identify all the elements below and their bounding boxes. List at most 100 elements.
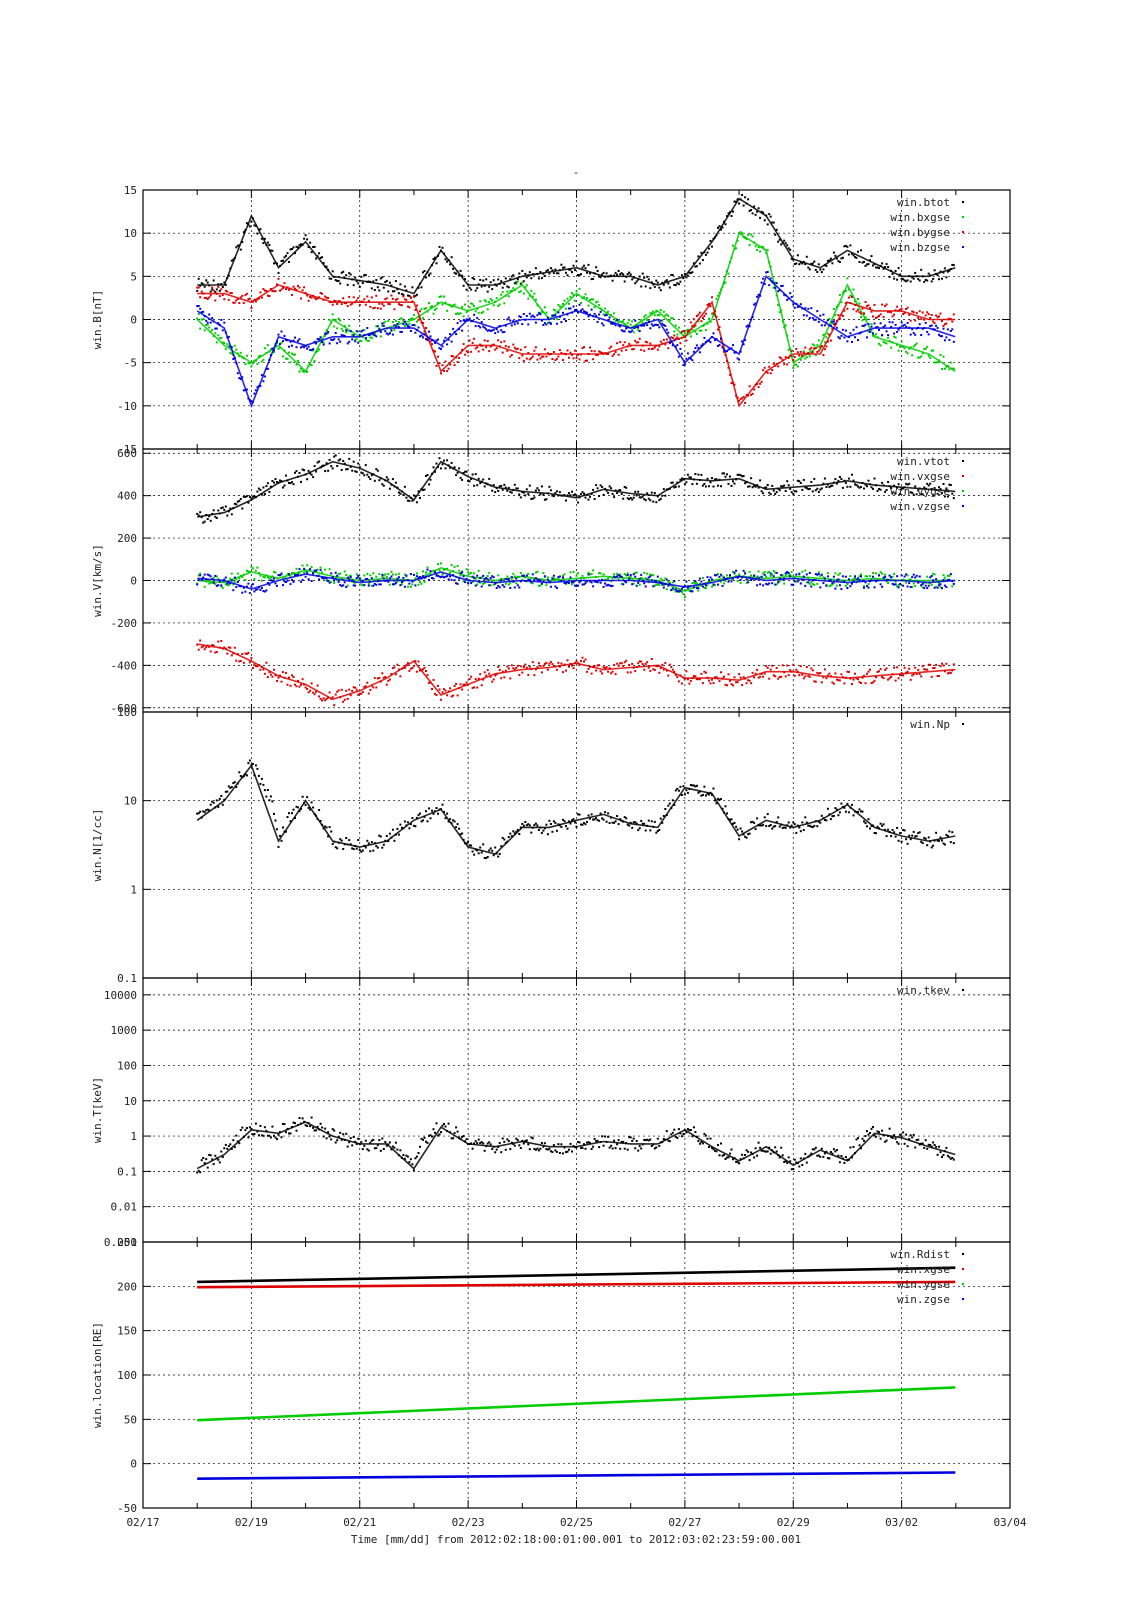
data-point xyxy=(835,579,838,582)
data-point xyxy=(328,691,331,694)
data-point xyxy=(528,665,531,668)
data-point xyxy=(262,590,265,593)
data-point xyxy=(796,351,799,354)
data-point xyxy=(698,351,701,354)
data-point xyxy=(795,573,798,576)
data-point xyxy=(762,211,765,214)
data-point xyxy=(269,354,272,357)
data-point xyxy=(360,692,363,695)
data-point xyxy=(718,575,721,578)
data-point xyxy=(370,474,373,477)
data-point xyxy=(942,664,945,667)
data-point xyxy=(339,340,342,343)
data-point xyxy=(623,661,626,664)
data-point xyxy=(351,847,354,850)
data-point xyxy=(589,817,591,820)
data-point xyxy=(739,198,742,201)
legend-marker xyxy=(962,201,964,203)
data-point xyxy=(411,324,414,327)
data-point xyxy=(772,575,775,578)
data-point xyxy=(415,575,418,578)
data-point xyxy=(580,577,582,580)
data-point xyxy=(714,574,716,577)
data-point xyxy=(262,288,265,290)
series-trace-win-vygse xyxy=(197,566,956,592)
data-point xyxy=(906,279,909,282)
data-point xyxy=(575,825,578,828)
data-point xyxy=(291,481,293,484)
data-point xyxy=(224,283,227,286)
data-point xyxy=(730,215,733,217)
data-point xyxy=(765,825,768,828)
data-point xyxy=(857,250,859,253)
data-point xyxy=(403,585,406,588)
data-point xyxy=(581,297,584,300)
data-point xyxy=(202,576,205,579)
data-point xyxy=(911,328,914,331)
data-point xyxy=(938,839,940,842)
data-point xyxy=(849,485,852,488)
data-point xyxy=(625,327,628,330)
data-point xyxy=(694,785,697,788)
data-point xyxy=(468,339,471,342)
data-point xyxy=(340,585,343,588)
data-point xyxy=(596,487,599,490)
data-point xyxy=(214,806,217,809)
data-point xyxy=(694,580,697,583)
data-point xyxy=(700,473,703,476)
data-point xyxy=(301,678,304,681)
data-point xyxy=(376,469,379,472)
data-point xyxy=(205,514,208,516)
data-point xyxy=(449,466,452,469)
data-point xyxy=(671,317,674,320)
data-point xyxy=(412,1169,415,1172)
data-point xyxy=(381,1137,384,1140)
data-point xyxy=(580,302,582,304)
data-point xyxy=(735,825,738,828)
data-point xyxy=(233,576,236,579)
data-point xyxy=(507,583,510,586)
data-point xyxy=(494,300,497,303)
data-point xyxy=(339,300,342,303)
data-point xyxy=(896,666,899,669)
data-point xyxy=(470,478,473,480)
data-point xyxy=(548,353,551,356)
data-point xyxy=(397,321,400,324)
data-point xyxy=(863,312,865,315)
data-point xyxy=(641,324,644,327)
data-point xyxy=(778,580,781,583)
data-point xyxy=(485,674,488,677)
data-point xyxy=(894,309,897,312)
data-point xyxy=(539,312,542,314)
data-point xyxy=(316,461,319,464)
data-point xyxy=(348,340,351,343)
data-point xyxy=(540,671,543,674)
data-point xyxy=(632,573,635,576)
data-point xyxy=(566,349,569,352)
data-point xyxy=(914,333,917,336)
data-point xyxy=(232,589,235,592)
data-point xyxy=(605,584,608,587)
data-point xyxy=(224,583,227,586)
data-point xyxy=(527,578,530,581)
data-point xyxy=(628,664,631,666)
data-point xyxy=(926,587,929,590)
data-point xyxy=(247,652,250,654)
data-point xyxy=(417,326,420,329)
data-point xyxy=(732,381,734,384)
data-point xyxy=(414,577,417,580)
data-point xyxy=(554,268,557,271)
data-point xyxy=(613,274,616,277)
data-point xyxy=(562,671,564,674)
data-point xyxy=(503,585,506,588)
data-point xyxy=(784,242,787,245)
data-point xyxy=(930,280,933,283)
data-point xyxy=(847,296,850,299)
data-point xyxy=(936,361,939,364)
data-point xyxy=(844,329,847,332)
data-point xyxy=(873,832,876,834)
data-point xyxy=(280,572,283,575)
data-point xyxy=(498,853,501,855)
data-point xyxy=(915,579,918,582)
data-point xyxy=(256,298,259,301)
